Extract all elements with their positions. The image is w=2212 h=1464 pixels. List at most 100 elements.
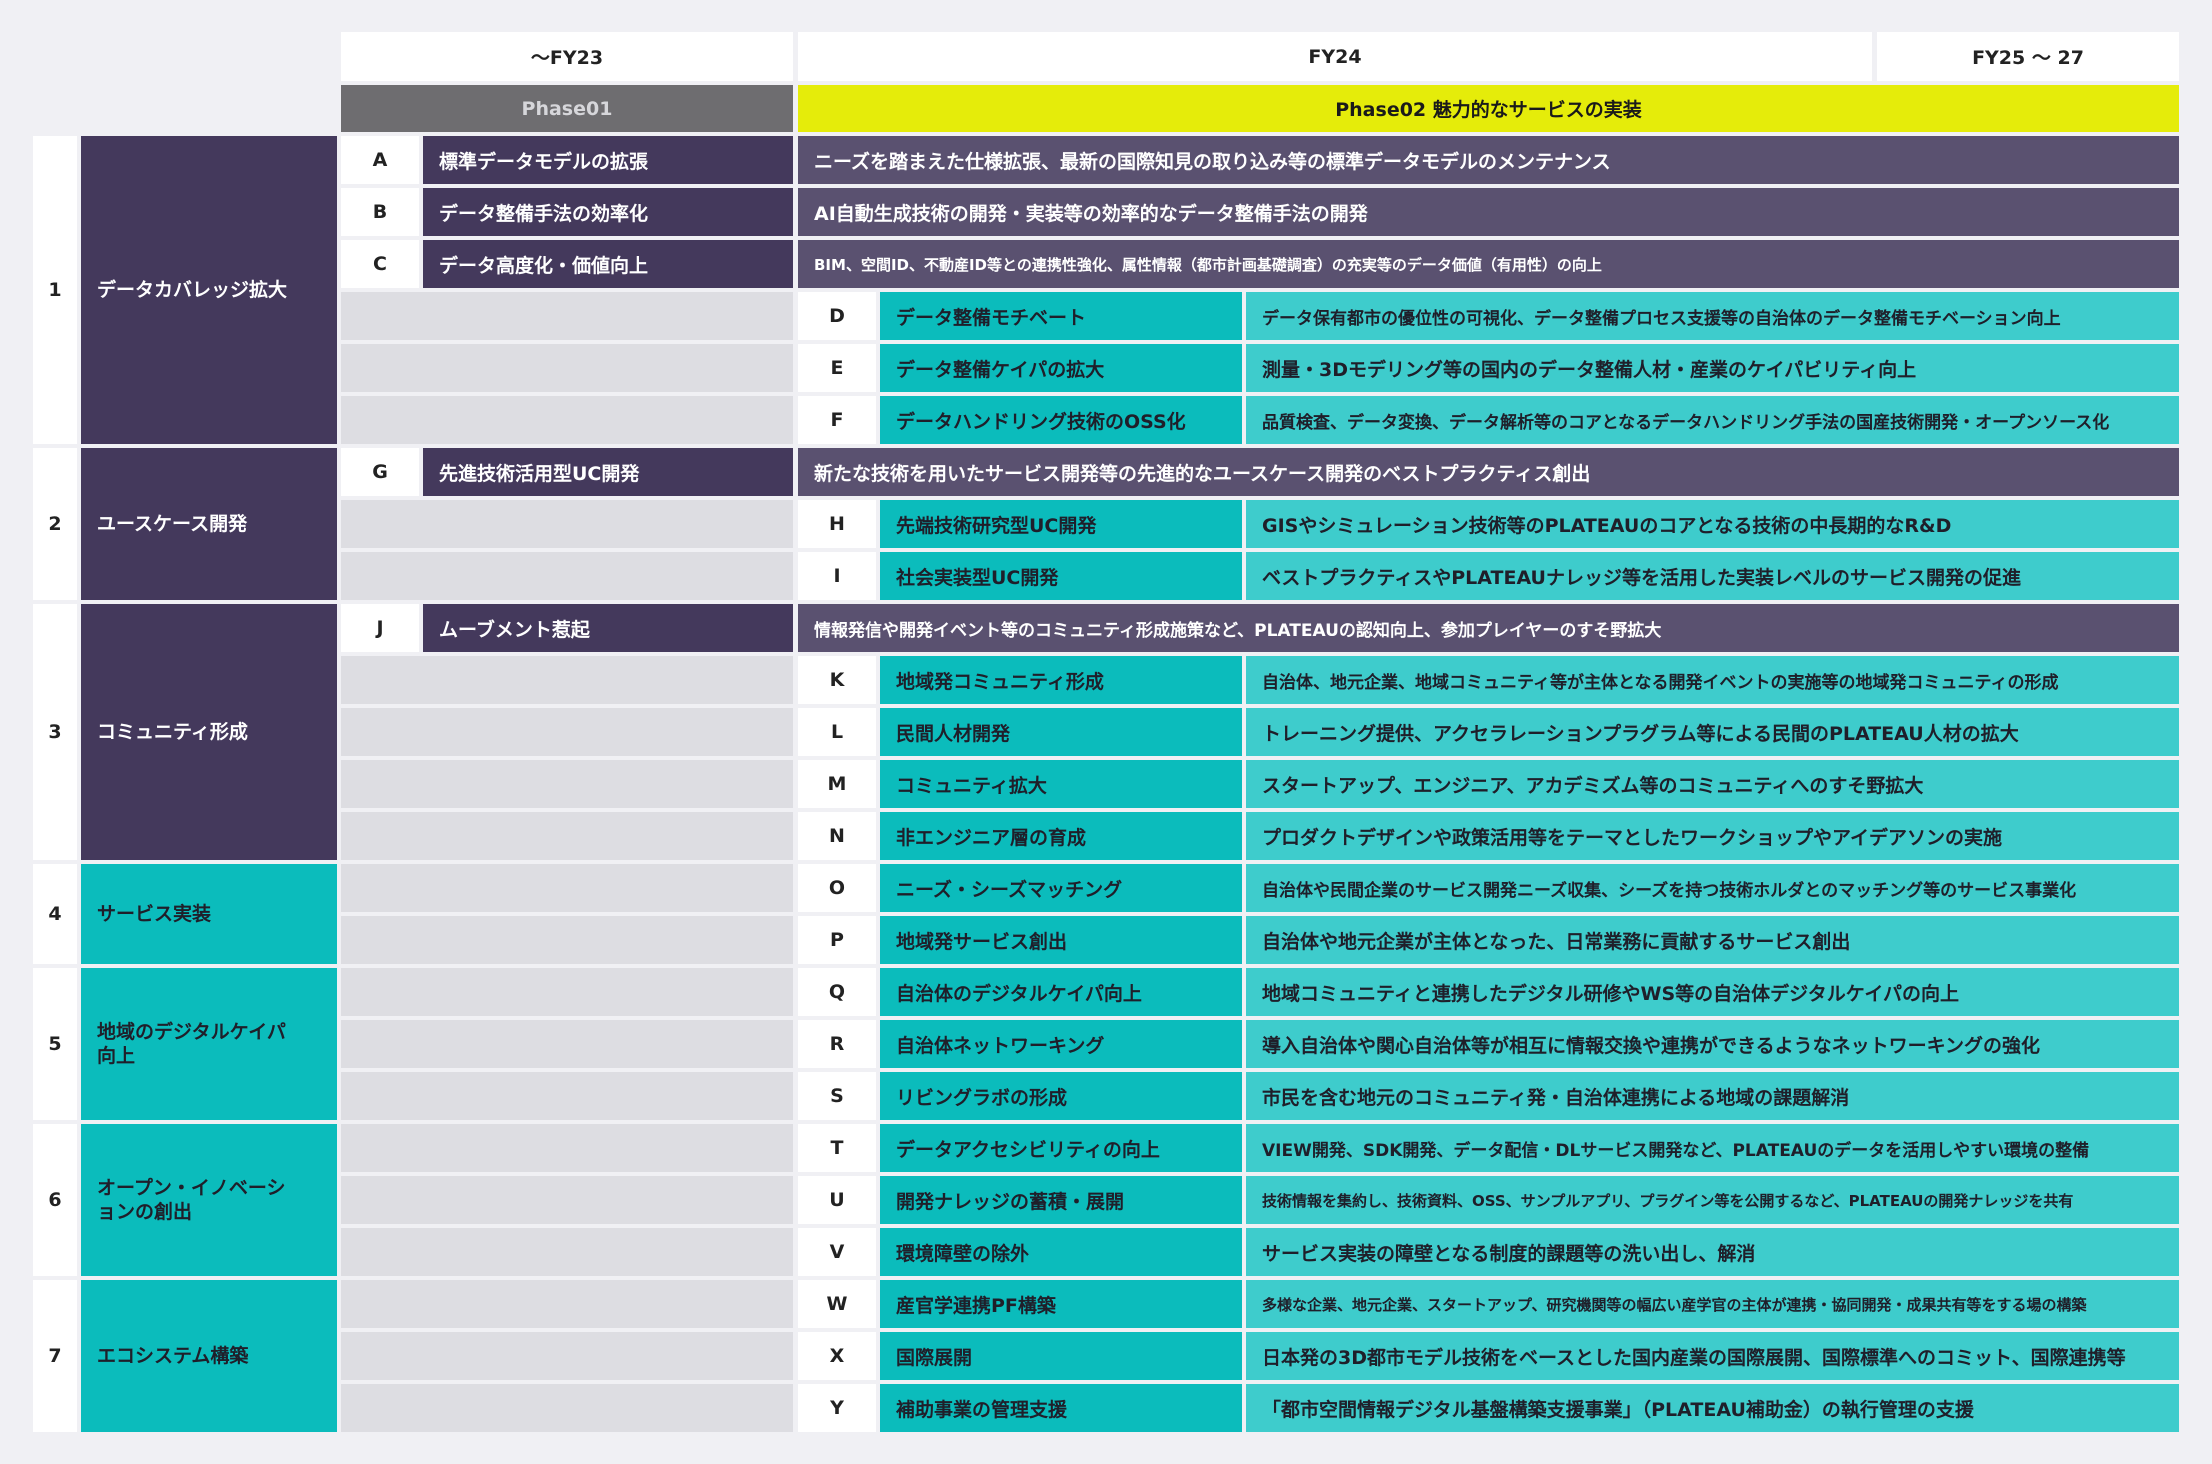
item-letter: J xyxy=(341,604,419,652)
item-letter: L xyxy=(798,708,876,756)
category-number: 2 xyxy=(33,448,77,600)
item-description: VIEW開発、SDK開発、データ配信・DLサービス開発など、PLATEAUのデー… xyxy=(1246,1124,2179,1172)
category-name: データカバレッジ拡大 xyxy=(81,136,337,444)
item-name: 非エンジニア層の育成 xyxy=(880,812,1242,860)
phase01-empty-cell xyxy=(341,708,793,756)
item-description: スタートアップ、エンジニア、アカデミズム等のコミュニティへのすそ野拡大 xyxy=(1246,760,2179,808)
category-number: 5 xyxy=(33,968,77,1120)
item-letter: M xyxy=(798,760,876,808)
item-description: GISやシミュレーション技術等のPLATEAUのコアとなる技術の中長期的なR&D xyxy=(1246,500,2179,548)
phase01-empty-cell xyxy=(341,1332,793,1380)
item-name: 補助事業の管理支援 xyxy=(880,1384,1242,1432)
phase01-empty-cell xyxy=(341,292,793,340)
phase01-banner: Phase01 xyxy=(341,85,793,132)
item-name: データ整備手法の効率化 xyxy=(423,188,793,236)
phase01-empty-cell xyxy=(341,656,793,704)
item-description: データ保有都市の優位性の可視化、データ整備プロセス支援等の自治体のデータ整備モチ… xyxy=(1246,292,2179,340)
item-letter: P xyxy=(798,916,876,964)
category-number: 6 xyxy=(33,1124,77,1276)
item-name: データアクセシビリティの向上 xyxy=(880,1124,1242,1172)
item-name: 開発ナレッジの蓄積・展開 xyxy=(880,1176,1242,1224)
period-header-fy23: 〜FY23 xyxy=(341,32,793,81)
item-description: AI自動生成技術の開発・実装等の効率的なデータ整備手法の開発 xyxy=(798,188,2179,236)
item-description: 自治体や民間企業のサービス開発ニーズ収集、シーズを持つ技術ホルダとのマッチング等… xyxy=(1246,864,2179,912)
phase01-empty-cell xyxy=(341,968,793,1016)
item-name: 社会実装型UC開発 xyxy=(880,552,1242,600)
item-description: BIM、空間ID、不動産ID等との連携性強化、属性情報（都市計画基礎調査）の充実… xyxy=(798,240,2179,288)
item-description: 「都市空間情報デジタル基盤構築支援事業」（PLATEAU補助金）の執行管理の支援 xyxy=(1246,1384,2179,1432)
phase01-empty-cell xyxy=(341,1124,793,1172)
category-number: 1 xyxy=(33,136,77,444)
item-name: ニーズ・シーズマッチング xyxy=(880,864,1242,912)
item-name: 自治体のデジタルケイパ向上 xyxy=(880,968,1242,1016)
item-letter: O xyxy=(798,864,876,912)
item-description: 品質検査、データ変換、データ解析等のコアとなるデータハンドリング手法の国産技術開… xyxy=(1246,396,2179,444)
item-letter: A xyxy=(341,136,419,184)
item-name: データハンドリング技術のOSS化 xyxy=(880,396,1242,444)
phase01-empty-cell xyxy=(341,1280,793,1328)
phase01-empty-cell xyxy=(341,552,793,600)
item-letter: C xyxy=(341,240,419,288)
item-letter: E xyxy=(798,344,876,392)
item-name: 地域発コミュニティ形成 xyxy=(880,656,1242,704)
phase01-empty-cell xyxy=(341,1228,793,1276)
item-description: トレーニング提供、アクセラレーションプラグラム等による民間のPLATEAU人材の… xyxy=(1246,708,2179,756)
item-letter: B xyxy=(341,188,419,236)
period-header-fy24: FY24 xyxy=(798,32,1872,81)
phase01-empty-cell xyxy=(341,396,793,444)
item-letter: Q xyxy=(798,968,876,1016)
category-number: 4 xyxy=(33,864,77,964)
category-name: オープン・イノベーションの創出 xyxy=(81,1124,337,1276)
item-name: 国際展開 xyxy=(880,1332,1242,1380)
item-letter: H xyxy=(798,500,876,548)
phase01-empty-cell xyxy=(341,1072,793,1120)
item-letter: W xyxy=(798,1280,876,1328)
phase01-empty-cell xyxy=(341,760,793,808)
category-name: 地域のデジタルケイパ向上 xyxy=(81,968,337,1120)
item-description: プロダクトデザインや政策活用等をテーマとしたワークショップやアイデアソンの実施 xyxy=(1246,812,2179,860)
item-letter: D xyxy=(798,292,876,340)
item-name: 自治体ネットワーキング xyxy=(880,1020,1242,1068)
item-letter: G xyxy=(341,448,419,496)
item-description: 情報発信や開発イベント等のコミュニティ形成施策など、PLATEAUの認知向上、参… xyxy=(798,604,2179,652)
item-name: 民間人材開発 xyxy=(880,708,1242,756)
phase01-empty-cell xyxy=(341,812,793,860)
item-letter: F xyxy=(798,396,876,444)
item-description: 自治体、地元企業、地域コミュニティ等が主体となる開発イベントの実施等の地域発コミ… xyxy=(1246,656,2179,704)
item-description: 自治体や地元企業が主体となった、日常業務に貢献するサービス創出 xyxy=(1246,916,2179,964)
item-name: データ高度化・価値向上 xyxy=(423,240,793,288)
item-letter: T xyxy=(798,1124,876,1172)
item-description: 地域コミュニティと連携したデジタル研修やWS等の自治体デジタルケイパの向上 xyxy=(1246,968,2179,1016)
category-name: サービス実装 xyxy=(81,864,337,964)
item-letter: V xyxy=(798,1228,876,1276)
item-letter: U xyxy=(798,1176,876,1224)
item-description: 市民を含む地元のコミュニティ発・自治体連携による地域の課題解消 xyxy=(1246,1072,2179,1120)
category-name: コミュニティ形成 xyxy=(81,604,337,860)
item-description: 多様な企業、地元企業、スタートアップ、研究機関等の幅広い産学官の主体が連携・協同… xyxy=(1246,1280,2179,1328)
item-name: コミュニティ拡大 xyxy=(880,760,1242,808)
item-description: 技術情報を集約し、技術資料、OSS、サンプルアプリ、プラグイン等を公開するなど、… xyxy=(1246,1176,2179,1224)
item-name: 先進技術活用型UC開発 xyxy=(423,448,793,496)
item-description: 導入自治体や関心自治体等が相互に情報交換や連携ができるようなネットワーキングの強… xyxy=(1246,1020,2179,1068)
item-name: 先端技術研究型UC開発 xyxy=(880,500,1242,548)
item-name: データ整備モチベート xyxy=(880,292,1242,340)
item-description: サービス実装の障壁となる制度的課題等の洗い出し、解消 xyxy=(1246,1228,2179,1276)
item-name: 産官学連携PF構築 xyxy=(880,1280,1242,1328)
item-name: 標準データモデルの拡張 xyxy=(423,136,793,184)
category-number: 7 xyxy=(33,1280,77,1432)
item-description: 新たな技術を用いたサービス開発等の先進的なユースケース開発のベストプラクティス創… xyxy=(798,448,2179,496)
category-number: 3 xyxy=(33,604,77,860)
item-letter: Y xyxy=(798,1384,876,1432)
category-name: ユースケース開発 xyxy=(81,448,337,600)
item-letter: N xyxy=(798,812,876,860)
phase01-empty-cell xyxy=(341,1020,793,1068)
category-name: エコシステム構築 xyxy=(81,1280,337,1432)
item-letter: S xyxy=(798,1072,876,1120)
item-description: ニーズを踏まえた仕様拡張、最新の国際知見の取り込み等の標準データモデルのメンテナ… xyxy=(798,136,2179,184)
phase02-banner: Phase02 魅力的なサービスの実装 xyxy=(798,85,2179,132)
item-letter: R xyxy=(798,1020,876,1068)
item-name: 環境障壁の除外 xyxy=(880,1228,1242,1276)
item-name: リビングラボの形成 xyxy=(880,1072,1242,1120)
item-letter: X xyxy=(798,1332,876,1380)
item-description: 測量・3Dモデリング等の国内のデータ整備人材・産業のケイパビリティ向上 xyxy=(1246,344,2179,392)
